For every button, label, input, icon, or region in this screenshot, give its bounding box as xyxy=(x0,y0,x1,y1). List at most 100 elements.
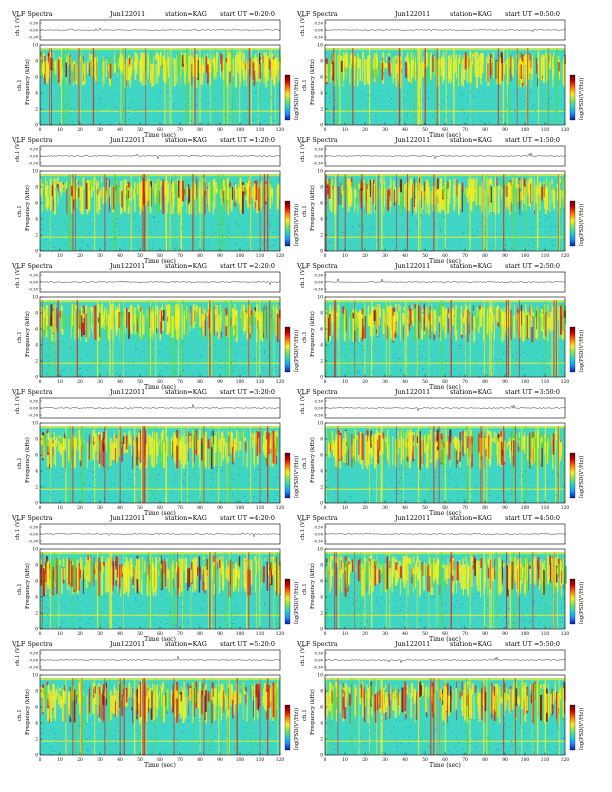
waveform-tick-label: 0.00 xyxy=(30,406,39,411)
panel-station: station=KAG xyxy=(165,514,207,522)
spectrogram-speckle xyxy=(358,370,360,372)
spectrogram-cell xyxy=(97,55,98,84)
spectrogram-cell xyxy=(419,431,421,470)
spectrogram-cell xyxy=(236,51,238,57)
spectrogram-cell xyxy=(183,315,185,335)
spectrogram-speckle xyxy=(358,364,359,365)
spectrogram-cell xyxy=(354,188,356,212)
spectrogram-cell xyxy=(411,432,414,436)
spectrogram-speckle xyxy=(230,98,232,100)
spectrogram-speckle xyxy=(480,120,482,122)
spectrogram-cell xyxy=(213,179,215,194)
channel-label: ch.1 xyxy=(302,331,308,343)
waveform-trace xyxy=(39,532,281,538)
spectrogram-speckle xyxy=(133,217,135,218)
spectrogram-cell xyxy=(136,312,138,343)
spectrogram-cell xyxy=(398,439,401,448)
spectrogram-speckle xyxy=(41,100,42,101)
spectrogram-sferic xyxy=(382,174,383,251)
spectrogram-speckle xyxy=(112,231,114,233)
spectrogram-speckle xyxy=(397,493,399,495)
spectrogram-cell xyxy=(464,52,467,70)
spectrogram-cell xyxy=(192,430,194,469)
spectrogram-sferic xyxy=(403,426,404,503)
spectrogram-speckle xyxy=(246,120,248,122)
spectrogram-speckle xyxy=(562,346,564,348)
spectrogram-speckle xyxy=(231,371,233,372)
spectrogram-speckle xyxy=(46,343,48,344)
spectrogram-cell xyxy=(182,309,183,321)
spectrogram-sferic xyxy=(419,300,420,377)
spectrogram-cell xyxy=(260,54,262,73)
spectrogram-speckle xyxy=(85,97,86,99)
spectrogram-speckle xyxy=(93,223,94,224)
spectrogram-speckle xyxy=(115,226,116,227)
spectrogram-cell xyxy=(455,306,457,318)
x-tick-label: 50 xyxy=(137,128,143,133)
spectrogram-speckle xyxy=(42,228,43,230)
spectrogram-speckle xyxy=(512,492,514,493)
spectrogram-speckle xyxy=(404,100,406,102)
spectrogram-cell xyxy=(204,314,206,337)
spectrogram-speckle xyxy=(152,247,154,249)
spectrogram-cell xyxy=(212,186,214,201)
spectrogram-speckle xyxy=(415,222,417,223)
spectrogram-cell xyxy=(429,439,431,459)
spectrogram-sferic xyxy=(483,426,485,503)
spectrogram-speckle xyxy=(128,478,130,480)
spectrogram-cell xyxy=(411,433,413,449)
spectrogram-speckle xyxy=(460,347,462,349)
spectrogram-cell xyxy=(198,556,201,593)
spectrogram-cell xyxy=(248,179,250,187)
spectrogram-speckle xyxy=(226,229,228,231)
spectrogram-cell xyxy=(47,185,49,208)
spectrogram-cell xyxy=(432,55,434,73)
spectrogram-cell xyxy=(466,306,468,317)
spectrogram-cell xyxy=(452,178,454,211)
spectrogram-speckle xyxy=(238,474,240,476)
spectrogram-cell xyxy=(527,180,530,195)
spectrogram-sferic xyxy=(413,48,415,126)
spectrogram-cell xyxy=(382,184,385,207)
spectrogram-cell xyxy=(485,307,487,342)
spectrogram-speckle xyxy=(179,371,181,373)
spectrogram-cell xyxy=(456,308,459,330)
colorbar-bottom-tick: - xyxy=(293,242,295,247)
spectrogram-cell xyxy=(357,58,360,68)
spectrogram-speckle xyxy=(261,488,262,489)
spectrogram-cell xyxy=(476,307,478,318)
spectrogram-sferic xyxy=(203,426,205,503)
spectrogram-cell xyxy=(473,433,475,455)
x-tick-label: 10 xyxy=(57,254,63,259)
spectrogram-cell xyxy=(548,432,550,463)
spectrogram-speckle xyxy=(533,105,534,106)
x-tick-label: 70 xyxy=(177,380,183,385)
spectrogram-speckle xyxy=(397,357,399,359)
colorbar-bottom-tick: - xyxy=(578,116,580,121)
spectrogram-cell xyxy=(477,433,479,455)
spectrogram-cell xyxy=(530,183,532,204)
spectrogram-speckle xyxy=(507,353,509,355)
spectrogram-cell xyxy=(75,190,77,201)
spectrogram-cell xyxy=(226,58,228,88)
spectrogram-cell xyxy=(505,179,507,188)
spectrogram-speckle xyxy=(179,119,181,121)
spectrogram-speckle xyxy=(100,372,101,374)
spectra-panel: VLF Spectra Jun122011 station=KAG start UT … xyxy=(11,10,300,139)
spectrogram-cell xyxy=(390,305,392,334)
spectrogram-cell xyxy=(538,312,540,341)
spectrogram-cell xyxy=(397,439,399,461)
spectrogram-cell xyxy=(345,52,348,67)
spectrogram-cell xyxy=(276,304,278,312)
spectrogram-speckle xyxy=(362,362,364,364)
x-tick-label: 20 xyxy=(362,506,368,511)
spectrogram-speckle xyxy=(401,228,403,229)
spectrogram-speckle xyxy=(272,119,274,121)
spectrogram-speckle xyxy=(509,236,510,238)
colorbar xyxy=(284,326,291,373)
spectrogram-cell xyxy=(462,317,465,323)
spectrogram-speckle xyxy=(402,215,403,216)
spectrogram-speckle xyxy=(94,476,96,478)
spectrogram-speckle xyxy=(481,99,483,100)
spectrogram-cell xyxy=(376,60,378,66)
